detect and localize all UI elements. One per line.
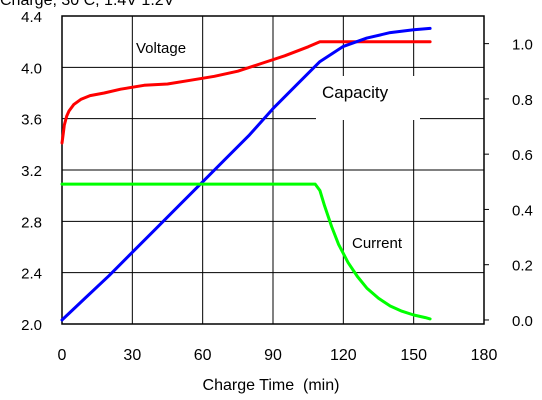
y-left-tick-label: 2.8 — [21, 214, 42, 231]
x-tick-label: 90 — [264, 347, 282, 364]
series-line-current — [60, 182, 432, 321]
y-left-tick-label: 2.0 — [21, 317, 42, 334]
y-left-tick-label: 4.4 — [21, 9, 42, 26]
x-tick-label: 120 — [330, 347, 357, 364]
y-right-tick-label: 1.0 — [512, 37, 533, 54]
y-left-tick-label: 2.4 — [21, 266, 42, 283]
annotations: Voltage Capacity Current — [136, 40, 420, 252]
annotation-capacity: Capacity — [322, 83, 389, 102]
chart-top-caption: Charge, 30 C, 1.4V 1.2V — [0, 0, 175, 9]
plot-frame — [61, 15, 485, 325]
x-axis-label: Charge Time (min) — [203, 377, 340, 394]
y-left-tick-label: 3.2 — [21, 163, 42, 180]
x-tick-label: 30 — [123, 347, 141, 364]
tick-labels: 0 30 60 90 120 150 180 2.0 2.4 2.8 3.2 3.6 4.0 4.4 0.0… — [21, 9, 533, 364]
annotation-current: Current — [352, 235, 403, 252]
y-right-tick-label: 0.8 — [512, 92, 533, 109]
y-right-tick-label: 0.2 — [512, 258, 533, 275]
x-tick-label: 0 — [58, 347, 67, 364]
y-left-tick-label: 3.6 — [21, 112, 42, 129]
series-line-voltage — [60, 40, 432, 145]
x-tick-label: 150 — [400, 347, 427, 364]
y-right-tick-label: 0.4 — [512, 202, 533, 219]
annotation-voltage: Voltage — [136, 40, 186, 57]
y-right-tick-label: 0.0 — [512, 313, 533, 330]
annotation-background — [316, 76, 420, 120]
series-layer — [60, 26, 432, 322]
x-tick-label: 60 — [194, 347, 212, 364]
x-tick-label: 180 — [471, 347, 498, 364]
y-left-tick-label: 4.0 — [21, 60, 42, 77]
y-right-tick-label: 0.6 — [512, 147, 533, 164]
series-line-capacity — [60, 26, 432, 322]
grid-layer — [62, 16, 484, 324]
